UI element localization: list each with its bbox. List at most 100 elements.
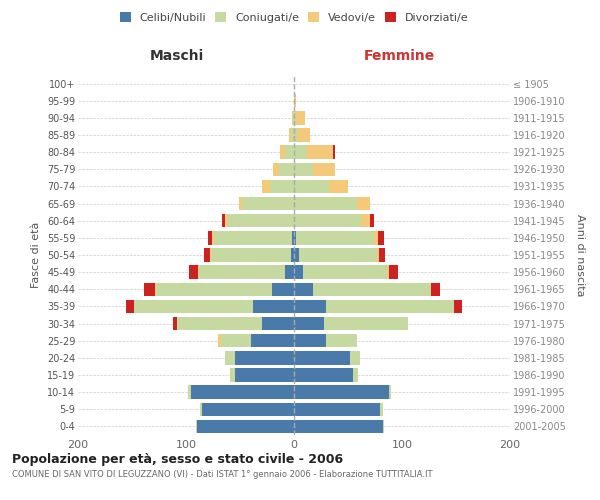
Bar	[227, 214, 294, 228]
Bar	[299, 248, 377, 262]
Bar	[294, 368, 353, 382]
Bar	[196, 420, 197, 433]
Bar	[230, 368, 235, 382]
Bar	[380, 402, 383, 416]
Bar	[454, 300, 463, 313]
Bar	[291, 128, 294, 141]
Bar	[333, 146, 335, 159]
Bar	[286, 146, 294, 159]
Text: Popolazione per età, sesso e stato civile - 2006: Popolazione per età, sesso e stato civil…	[12, 452, 343, 466]
Bar	[262, 180, 270, 193]
Bar	[289, 128, 291, 141]
Bar	[253, 300, 294, 313]
Bar	[294, 282, 313, 296]
Bar	[326, 334, 356, 347]
Bar	[197, 420, 294, 433]
Bar	[242, 197, 294, 210]
Legend: Celibi/Nubili, Coniugati/e, Vedovi/e, Divorziati/e: Celibi/Nubili, Coniugati/e, Vedovi/e, Di…	[115, 8, 473, 28]
Bar	[389, 386, 391, 399]
Bar	[144, 282, 155, 296]
Bar	[272, 282, 294, 296]
Bar	[173, 317, 178, 330]
Bar	[294, 128, 297, 141]
Bar	[214, 231, 292, 244]
Bar	[294, 317, 324, 330]
Bar	[134, 300, 253, 313]
Bar	[198, 266, 199, 279]
Bar	[251, 334, 294, 347]
Bar	[294, 180, 329, 193]
Bar	[353, 368, 358, 382]
Bar	[205, 248, 210, 262]
Text: Maschi: Maschi	[150, 48, 204, 62]
Bar	[262, 317, 294, 330]
Bar	[280, 146, 286, 159]
Bar	[356, 197, 370, 210]
Bar	[200, 402, 202, 416]
Bar	[211, 248, 291, 262]
Bar	[178, 317, 262, 330]
Bar	[202, 402, 294, 416]
Bar	[221, 334, 251, 347]
Bar	[210, 248, 211, 262]
Bar	[324, 317, 409, 330]
Bar	[294, 162, 313, 176]
Bar	[293, 111, 294, 124]
Bar	[361, 214, 370, 228]
Y-axis label: Anni di nascita: Anni di nascita	[575, 214, 585, 296]
Bar	[296, 231, 374, 244]
Bar	[270, 180, 294, 193]
Bar	[431, 282, 440, 296]
Bar	[294, 111, 296, 124]
Bar	[374, 231, 378, 244]
Bar	[155, 282, 156, 296]
Bar	[125, 300, 134, 313]
Bar	[279, 162, 294, 176]
Y-axis label: Fasce di età: Fasce di età	[31, 222, 41, 288]
Bar	[294, 214, 361, 228]
Bar	[235, 368, 294, 382]
Bar	[313, 282, 430, 296]
Bar	[307, 146, 333, 159]
Bar	[292, 231, 294, 244]
Bar	[294, 248, 299, 262]
Bar	[379, 248, 385, 262]
Bar	[387, 266, 389, 279]
Bar	[430, 282, 431, 296]
Bar	[296, 111, 305, 124]
Bar	[313, 162, 335, 176]
Bar	[294, 351, 350, 364]
Text: COMUNE DI SAN VITO DI LEGUZZANO (VI) - Dati ISTAT 1° gennaio 2006 - Elaborazione: COMUNE DI SAN VITO DI LEGUZZANO (VI) - D…	[12, 470, 433, 479]
Bar	[294, 386, 389, 399]
Bar	[191, 386, 294, 399]
Bar	[189, 266, 198, 279]
Bar	[294, 197, 356, 210]
Bar	[294, 402, 380, 416]
Bar	[377, 248, 379, 262]
Bar	[294, 334, 326, 347]
Bar	[225, 214, 227, 228]
Bar	[302, 266, 387, 279]
Bar	[294, 420, 383, 433]
Bar	[294, 146, 307, 159]
Bar	[221, 214, 225, 228]
Bar	[156, 282, 272, 296]
Bar	[218, 334, 221, 347]
Bar	[294, 231, 296, 244]
Bar	[212, 231, 214, 244]
Bar	[294, 300, 326, 313]
Bar	[239, 197, 242, 210]
Bar	[378, 231, 383, 244]
Bar	[291, 248, 294, 262]
Bar	[225, 351, 235, 364]
Bar	[297, 128, 310, 141]
Bar	[350, 351, 360, 364]
Bar	[326, 300, 454, 313]
Bar	[199, 266, 286, 279]
Bar	[274, 162, 279, 176]
Bar	[294, 266, 302, 279]
Bar	[188, 386, 191, 399]
Bar	[294, 94, 296, 108]
Bar	[208, 231, 212, 244]
Text: Femmine: Femmine	[364, 48, 434, 62]
